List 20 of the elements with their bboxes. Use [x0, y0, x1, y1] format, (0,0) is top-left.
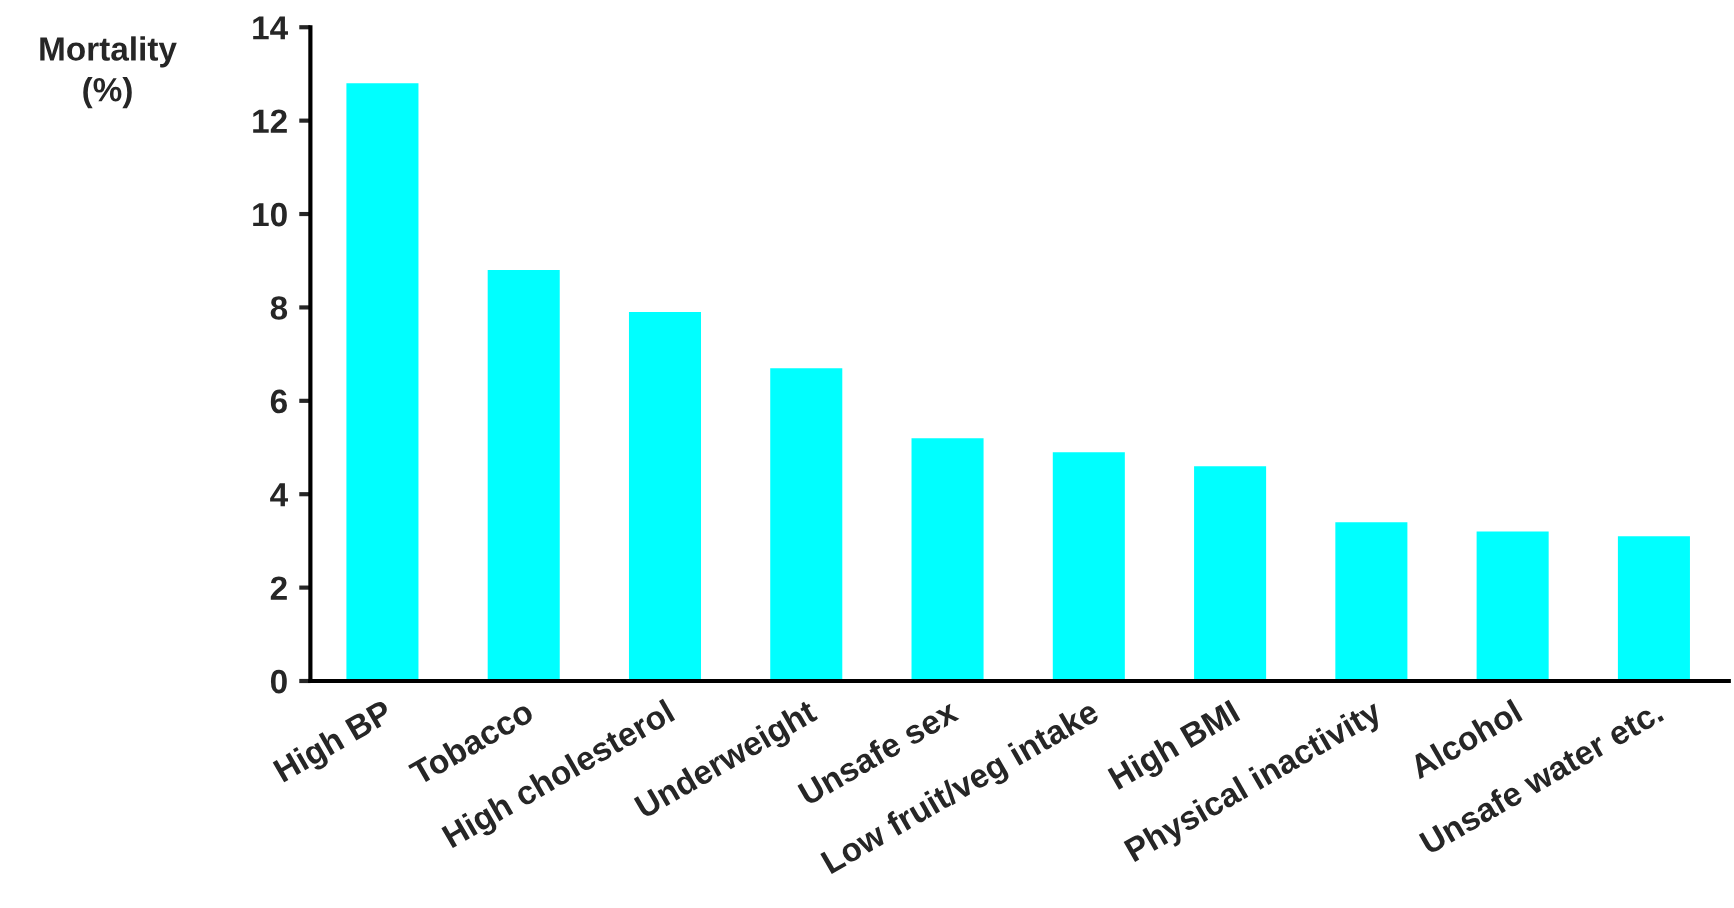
bar: [1052, 452, 1125, 681]
y-tick-label: 2: [270, 576, 287, 600]
bar: [1476, 531, 1549, 681]
y-tick-label: 4: [270, 483, 288, 507]
y-tick-label: 14: [253, 16, 288, 40]
y-tick-label: 10: [253, 202, 287, 227]
y-tick-label: 8: [270, 296, 288, 320]
bar: [1617, 536, 1690, 681]
y-tick-label: 12: [253, 109, 287, 133]
bar: [346, 83, 419, 681]
bar: [1194, 466, 1267, 681]
x-tick-label: High BP: [272, 698, 398, 789]
bar: [770, 368, 843, 681]
bar: [487, 270, 560, 681]
y-tick-label: 6: [270, 389, 287, 414]
y-tick-label: 0: [270, 669, 287, 694]
bar: [1335, 522, 1408, 681]
bar: [628, 312, 702, 681]
y-axis-title: Mortality (%): [40, 36, 177, 109]
bar: [911, 438, 984, 681]
